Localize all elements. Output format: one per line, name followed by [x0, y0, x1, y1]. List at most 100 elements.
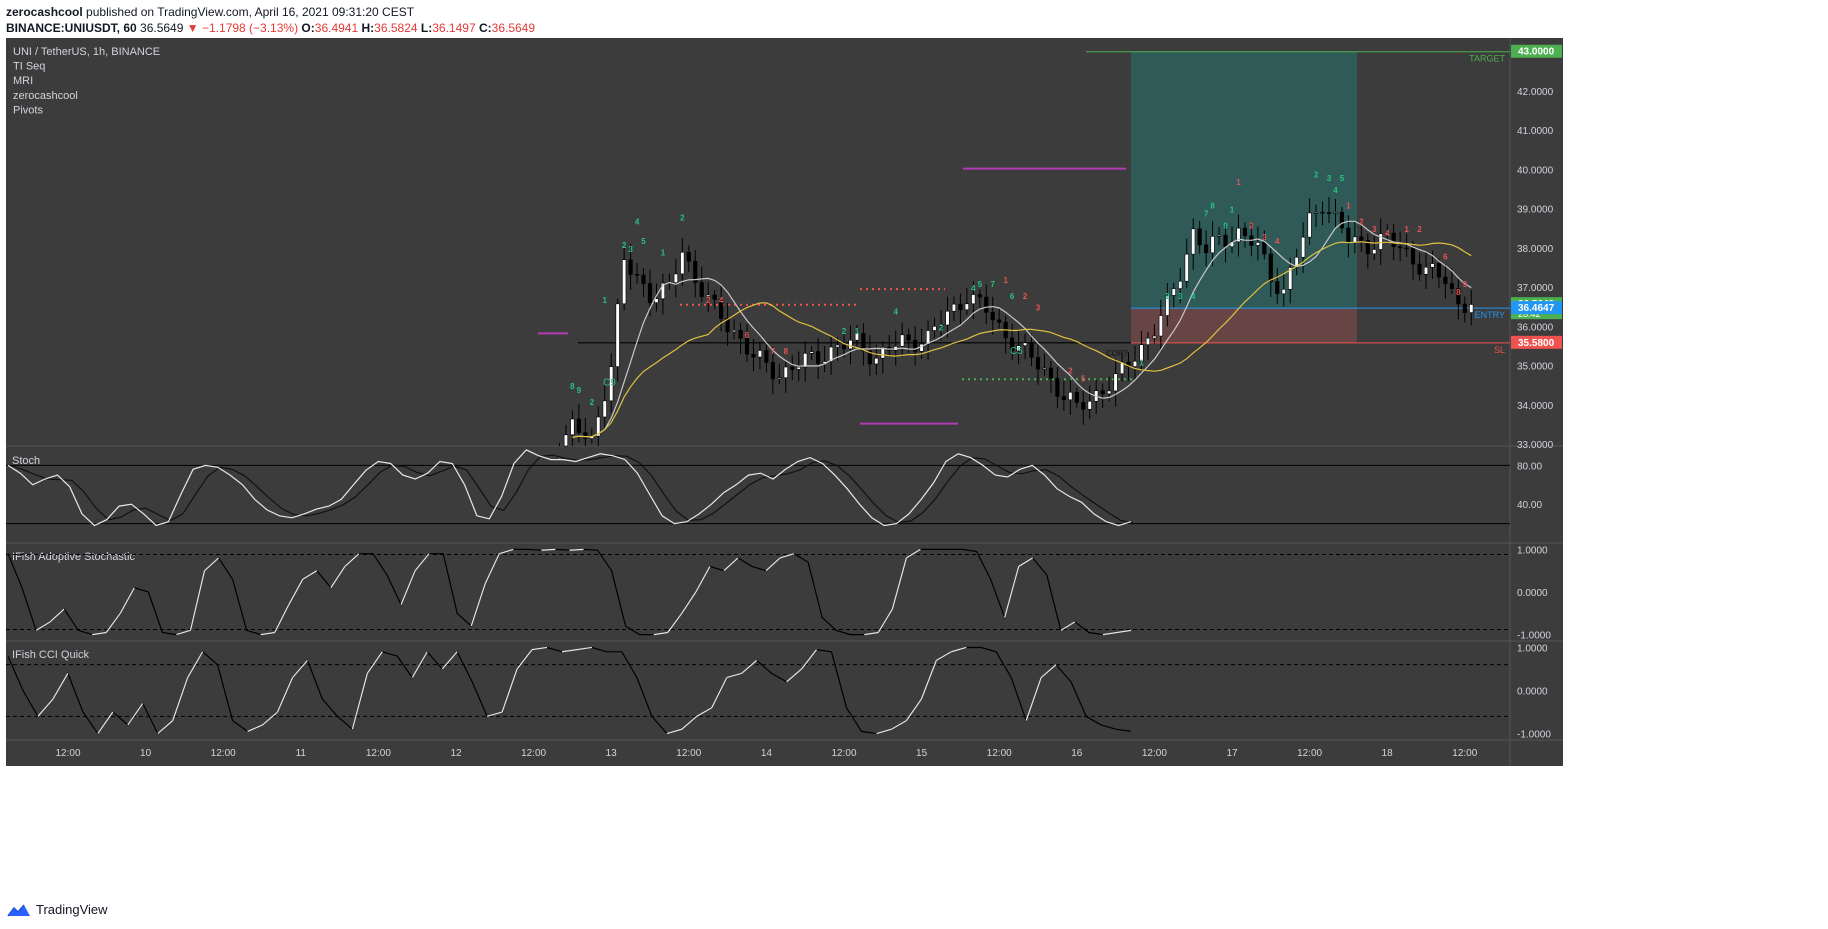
sequence-count: 8: [1210, 202, 1215, 211]
ifish-adaptive-stochastic-rising-segment: [260, 631, 275, 636]
ifish-cci-quick-rising-segment: [172, 677, 189, 721]
author-name[interactable]: zerocashcool: [6, 5, 83, 19]
candle-body: [1074, 391, 1079, 403]
candle-body: [1378, 233, 1383, 250]
sequence-count: 1: [1003, 276, 1008, 285]
candle-body: [1191, 228, 1196, 255]
sequence-count: 3: [1262, 233, 1267, 242]
ifish-cci-quick-rising-segment: [516, 649, 533, 670]
price-label-box: [1511, 301, 1562, 315]
sequence-count: 1: [855, 327, 860, 336]
ifish-adaptive-stochastic-rising-segment: [1116, 629, 1132, 634]
candle-body: [641, 274, 646, 284]
ifish-adaptive-stochastic-rising-segment: [92, 631, 107, 636]
time-tick-label: 18: [1382, 748, 1394, 759]
ifish-adaptive-stochastic-tick-label: -1.0000: [1517, 631, 1551, 642]
ifish-cci-quick-rising-segment: [876, 728, 892, 735]
sequence-count: 8: [570, 382, 575, 391]
candle-body: [1469, 304, 1474, 313]
slow-ma-line: [572, 241, 1472, 438]
time-tick-label: 14: [761, 748, 773, 759]
ifish-cci-quick-rising-segment: [726, 672, 742, 679]
candle-body: [1048, 367, 1054, 379]
sequence-count: 1: [1236, 178, 1241, 187]
target-label: TARGET: [1469, 54, 1505, 64]
candle-body: [971, 294, 976, 305]
sequence-count: 4: [635, 217, 640, 226]
candle-body: [1022, 342, 1028, 346]
price-tick-label: 40.0000: [1517, 165, 1554, 176]
candle-body: [925, 330, 931, 345]
candle-body: [1132, 360, 1138, 367]
candle-body: [699, 282, 704, 297]
ifish-cci-quick-rising-segment: [1040, 664, 1057, 679]
sequence-count: 9: [577, 386, 582, 395]
symbol-label: BINANCE:UNIUSDT, 60: [6, 21, 137, 35]
ifish-adaptive-stochastic-rising-segment: [288, 578, 304, 606]
candle-body: [751, 353, 756, 358]
ifish-cci-quick-rising-segment: [97, 711, 114, 734]
ifish-cci-quick-rising-segment: [276, 677, 294, 713]
candle-body: [1365, 240, 1370, 255]
ifish-adaptive-stochastic-rising-segment: [1018, 557, 1034, 567]
ifish-cci-quick-rising-segment: [247, 724, 263, 732]
candle-body: [796, 366, 801, 370]
candle-body: [686, 251, 691, 262]
candle-body: [854, 333, 860, 341]
price-tick-label: 33.0000: [1517, 440, 1554, 451]
candle-body: [803, 353, 808, 368]
ifish-cci-quick-rising-segment: [920, 660, 937, 700]
candle-body: [1242, 227, 1248, 237]
ifish-adaptive-stochastic-title: IFish Adoptive Stochastic: [12, 551, 135, 563]
ifish-adaptive-stochastic-rising-segment: [302, 570, 318, 580]
candle-body: [1385, 232, 1390, 235]
sequence-count: 1: [661, 249, 666, 258]
candle-body: [1197, 228, 1202, 246]
price-tick-label: 41.0000: [1517, 126, 1554, 137]
time-tick-label: 12:00: [987, 748, 1012, 759]
ifish-adaptive-stochastic-rising-segment: [541, 548, 556, 551]
close-value: 36.5649: [491, 21, 536, 35]
footer-brand[interactable]: TradingView: [7, 902, 108, 917]
ifish-adaptive-stochastic-rising-segment: [204, 557, 219, 572]
ifish-adaptive-stochastic-rising-segment: [499, 548, 514, 555]
sequence-count: 2: [622, 241, 627, 250]
time-tick-label: 12:00: [831, 748, 856, 759]
price-label: 36.4647: [1518, 303, 1555, 314]
candle-body: [654, 298, 659, 303]
sequence-count: 3: [1178, 292, 1183, 301]
ifish-cci-quick-rising-segment: [366, 651, 383, 674]
ifish-cci-quick-rising-segment: [37, 698, 54, 717]
sequence-count: 2: [706, 296, 711, 305]
sequence-count: 4: [1385, 229, 1390, 238]
candle-body: [1262, 242, 1267, 255]
stoch-signal-line: [9, 454, 1134, 524]
candle-body: [880, 346, 885, 359]
ifish-adaptive-stochastic-rising-segment: [779, 553, 795, 559]
candle-body: [1100, 390, 1105, 395]
ifish-cci-quick-rising-segment: [576, 646, 593, 651]
ifish-cci-quick-tick-label: 0.0000: [1517, 687, 1548, 698]
time-tick-label: 17: [1226, 748, 1238, 759]
sl-label: SL: [1494, 345, 1505, 355]
ifish-adaptive-stochastic-rising-segment: [765, 557, 781, 572]
candle-body: [1107, 390, 1112, 395]
candle-body: [861, 333, 866, 352]
sequence-count: 1: [1230, 206, 1235, 215]
candle-body: [602, 400, 607, 418]
ifish-cci-quick-rising-segment: [187, 651, 204, 678]
ifish-cci-quick-rising-segment: [741, 659, 758, 674]
sequence-count: 4: [719, 296, 724, 305]
ifish-cci-quick-rising-segment: [681, 715, 698, 730]
price-tick-label: 36.0000: [1517, 322, 1554, 333]
ifish-cci-quick-rising-segment: [891, 720, 907, 730]
sequence-count: 7: [1204, 210, 1209, 219]
price-tick-label: 34.0000: [1517, 401, 1554, 412]
sequence-count: 3: [628, 245, 633, 254]
ifish-adaptive-stochastic-rising-segment: [176, 629, 191, 636]
ifish-cci-quick-rising-segment: [905, 698, 922, 721]
price-tick-label: 39.0000: [1517, 205, 1554, 216]
candle-body: [1391, 232, 1396, 248]
ifish-cci-quick-rising-segment: [441, 651, 458, 670]
